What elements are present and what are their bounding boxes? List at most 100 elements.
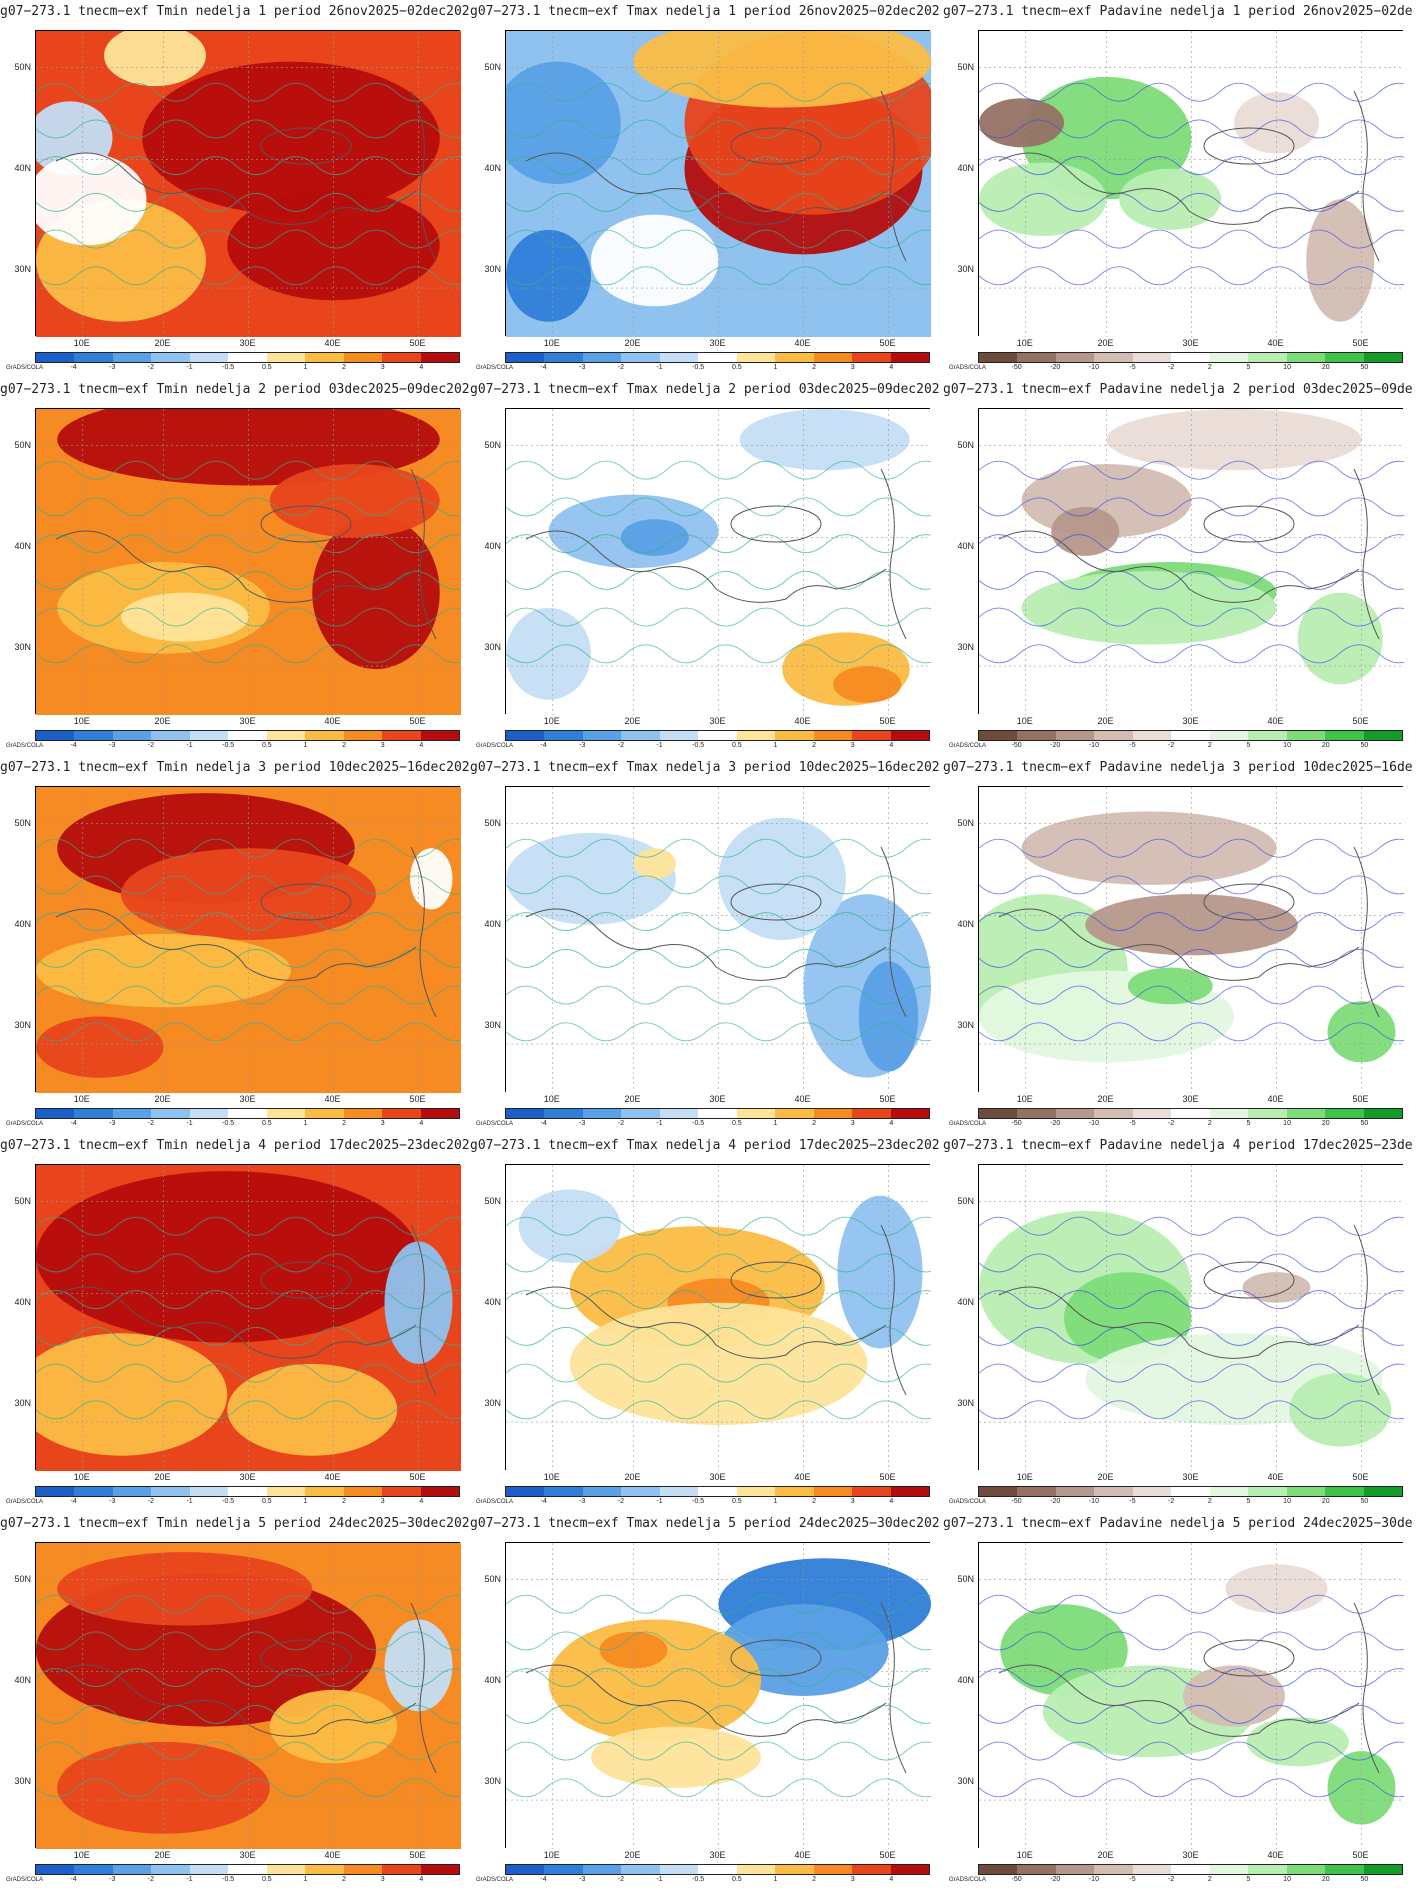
longitude-label: 20E bbox=[1097, 716, 1114, 726]
colorbar-swatch bbox=[228, 731, 267, 740]
isoline bbox=[506, 875, 931, 895]
anomaly-region bbox=[384, 1241, 453, 1364]
colorbar-swatch bbox=[544, 353, 583, 362]
caspian-outline bbox=[1353, 468, 1380, 640]
isoline bbox=[36, 985, 461, 1005]
colorbar-swatch bbox=[1248, 731, 1287, 740]
black-sea-outline bbox=[1203, 127, 1295, 165]
colorbar-label: 10 bbox=[1283, 364, 1291, 371]
colorbar-label: -4 bbox=[540, 1120, 547, 1127]
colorbar-label: -5 bbox=[1129, 1876, 1136, 1883]
map-area bbox=[505, 1164, 931, 1471]
longitude-label: 30E bbox=[239, 1094, 256, 1104]
anomaly-field bbox=[979, 1543, 1404, 1849]
colorbar-swatch bbox=[544, 1109, 583, 1118]
colorbar-swatch bbox=[813, 1487, 853, 1496]
colorbar-swatch bbox=[1055, 353, 1095, 362]
anomaly-field bbox=[36, 1165, 461, 1471]
colorbar-label: 1 bbox=[303, 1498, 308, 1505]
anomaly-field bbox=[36, 1543, 461, 1849]
longitude-label: 30E bbox=[709, 716, 726, 726]
longitude-label: 40E bbox=[794, 1850, 811, 1860]
isoline bbox=[979, 948, 1404, 968]
anomaly-field bbox=[979, 31, 1404, 337]
colorbar bbox=[505, 1108, 930, 1119]
colorbar-swatch bbox=[1209, 1865, 1249, 1874]
colorbar-swatch bbox=[1017, 731, 1056, 740]
map-panel-tmax-week-3: g07−273.1 tnecm−exf Tmax nedelja 3 perio… bbox=[470, 756, 940, 1134]
colorbar-swatch bbox=[1171, 1865, 1210, 1874]
map-area bbox=[505, 1542, 931, 1849]
colorbar-label: 3 bbox=[380, 1876, 385, 1883]
isoline bbox=[36, 607, 461, 627]
map-panel-tmax-week-4: g07−273.1 tnecm−exf Tmax nedelja 4 perio… bbox=[470, 1134, 940, 1512]
longitude-label: 40E bbox=[794, 1094, 811, 1104]
grads-credit: GrADS/COLA bbox=[6, 1877, 44, 1883]
map-area bbox=[35, 408, 461, 715]
longitude-label: 40E bbox=[1267, 1094, 1284, 1104]
isoline bbox=[36, 266, 461, 286]
isoline bbox=[979, 82, 1404, 102]
colorbar-label: 20 bbox=[1321, 1120, 1330, 1127]
colorbar-label: 0.5 bbox=[731, 742, 742, 749]
panel-title: g07−273.1 tnecm−exf Padavine nedelja 5 p… bbox=[943, 1516, 1413, 1531]
anomaly-region bbox=[858, 961, 919, 1072]
longitude-label: 20E bbox=[624, 716, 641, 726]
colorbar-swatch bbox=[621, 1109, 660, 1118]
isoline bbox=[979, 1400, 1404, 1420]
anomaly-region bbox=[506, 607, 591, 700]
longitude-label: 50E bbox=[879, 716, 896, 726]
colorbar-label: 3 bbox=[850, 742, 855, 749]
colorbar-label: -10 bbox=[1088, 1498, 1099, 1505]
anomaly-region bbox=[599, 1631, 668, 1669]
caspian-outline bbox=[1353, 1224, 1380, 1396]
colorbar bbox=[35, 1108, 460, 1119]
isoline bbox=[979, 156, 1404, 176]
anomaly-region bbox=[633, 848, 676, 879]
colorbar-swatch bbox=[1363, 1109, 1402, 1118]
longitude-label: 50E bbox=[409, 338, 426, 348]
colorbar-swatch bbox=[659, 353, 699, 362]
colorbar-label: 3 bbox=[380, 1120, 385, 1127]
latitude-label: 30N bbox=[14, 1397, 31, 1408]
colorbar-swatch bbox=[1209, 731, 1249, 740]
anomaly-region bbox=[1246, 1717, 1349, 1767]
anomaly-region bbox=[227, 190, 440, 301]
anomaly-region bbox=[57, 1741, 270, 1834]
grads-credit: GrADS/COLA bbox=[476, 1877, 514, 1883]
colorbar-label: -3 bbox=[579, 1498, 586, 1505]
colorbar-label: -50 bbox=[1011, 1120, 1022, 1127]
isoline bbox=[36, 229, 461, 249]
colorbar bbox=[35, 1486, 460, 1497]
colorbar-label: -2 bbox=[617, 1498, 625, 1505]
grads-credit: GrADS/COLA bbox=[949, 1499, 987, 1505]
anomaly-region bbox=[121, 592, 249, 642]
isoline bbox=[979, 1778, 1404, 1798]
colorbar-label: -3 bbox=[109, 742, 116, 749]
colorbar-label: 2 bbox=[1207, 1120, 1212, 1127]
isoline bbox=[36, 1253, 461, 1273]
anomaly-region bbox=[121, 848, 376, 940]
caspian-outline bbox=[1353, 90, 1380, 262]
latitude-label: 30N bbox=[484, 263, 501, 274]
colorbar-label: -0.5 bbox=[692, 364, 705, 371]
black-sea-outline bbox=[1203, 505, 1295, 543]
black-sea-outline bbox=[260, 1639, 352, 1677]
grads-credit: GrADS/COLA bbox=[949, 1877, 987, 1883]
colorbar-swatch bbox=[420, 353, 459, 362]
colorbar-swatch bbox=[813, 731, 853, 740]
latitude-label: 30N bbox=[14, 1775, 31, 1786]
map-area bbox=[505, 408, 931, 715]
colorbar-swatch bbox=[382, 353, 421, 362]
colorbar-label: 5 bbox=[1246, 364, 1251, 371]
colorbar-label: 20 bbox=[1321, 1498, 1330, 1505]
colorbar-label: -4 bbox=[70, 1876, 77, 1883]
caspian-outline bbox=[410, 1602, 437, 1774]
isoline bbox=[506, 534, 931, 554]
isoline bbox=[36, 570, 461, 590]
latitude-label: 50N bbox=[14, 1573, 31, 1584]
colorbar-label: -10 bbox=[1088, 364, 1099, 371]
colorbar-label: -4 bbox=[70, 742, 77, 749]
panel-title: g07−273.1 tnecm−exf Tmin nedelja 2 perio… bbox=[0, 382, 470, 397]
colorbar-swatch bbox=[189, 1487, 229, 1496]
